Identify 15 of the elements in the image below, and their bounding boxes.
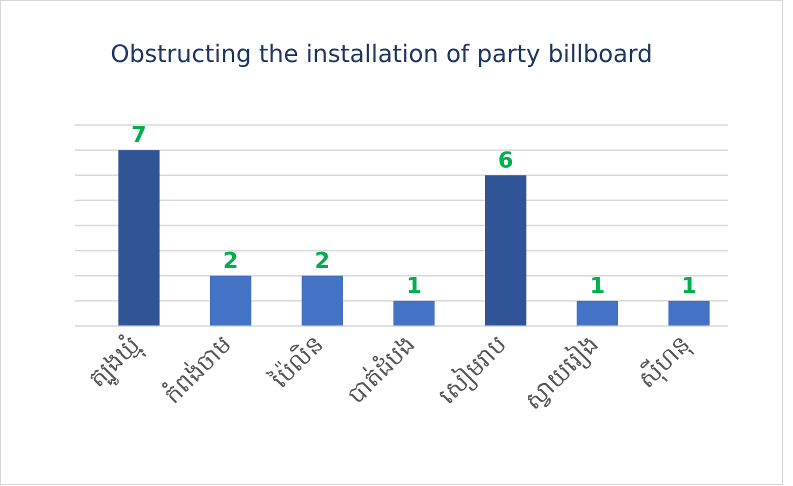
bar	[576, 300, 618, 326]
bar	[302, 276, 343, 326]
bar	[485, 175, 526, 326]
data-label: 1	[590, 274, 606, 299]
bar	[668, 300, 710, 326]
data-label: 1	[681, 274, 697, 299]
bar	[118, 150, 160, 326]
data-label: 1	[406, 274, 422, 299]
data-label: 2	[314, 248, 330, 274]
bar	[210, 276, 252, 326]
bar	[393, 300, 435, 326]
data-label: 6	[498, 148, 514, 174]
data-label: 7	[131, 123, 147, 148]
data-label: 2	[222, 248, 238, 274]
chart-title: Obstructing the installation of party billboard	[110, 40, 652, 68]
